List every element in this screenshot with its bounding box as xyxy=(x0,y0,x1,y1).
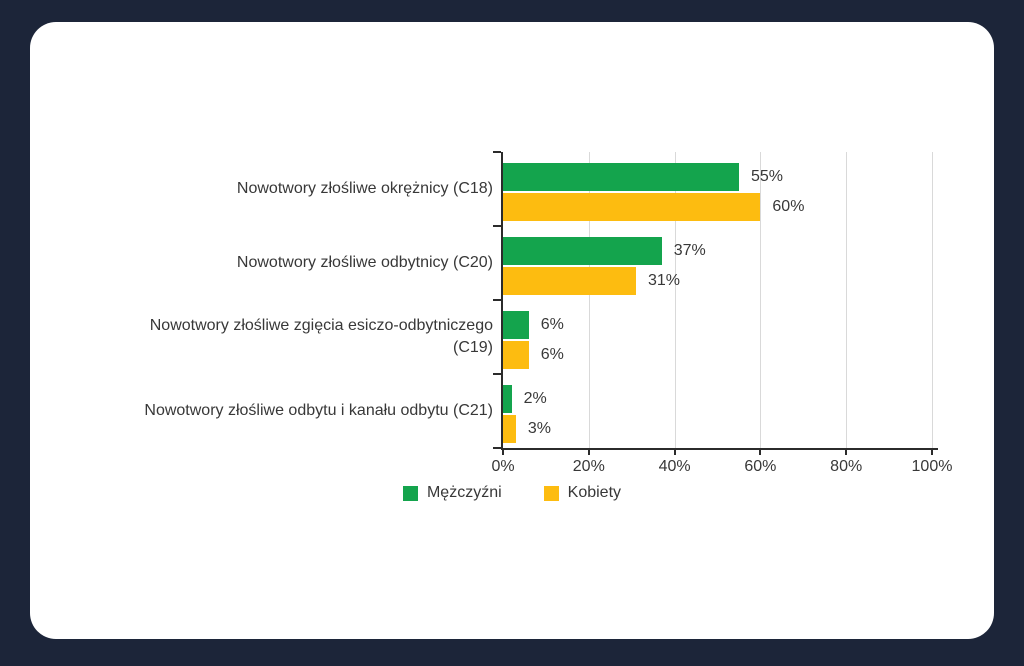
x-axis-tick-label: 20% xyxy=(572,458,605,475)
legend-label: Kobiety xyxy=(567,484,622,501)
bar-men xyxy=(503,237,662,265)
bar-women xyxy=(503,341,529,369)
y-axis-tick xyxy=(493,299,501,301)
bar-women xyxy=(503,267,636,295)
y-axis-line xyxy=(501,152,503,450)
bar-women xyxy=(503,193,761,221)
x-axis-tick-label: 60% xyxy=(744,458,777,475)
bar-men xyxy=(503,163,739,191)
data-label: 6% xyxy=(540,346,564,363)
chart-legend: Mężczyźni Kobiety xyxy=(30,484,994,502)
bar-men xyxy=(503,385,512,413)
x-axis-tick xyxy=(673,448,676,455)
x-axis-tick-label: 40% xyxy=(658,458,691,475)
y-axis-tick xyxy=(493,151,501,153)
data-label: 31% xyxy=(647,272,681,289)
y-axis-tick xyxy=(493,447,501,449)
y-axis-tick xyxy=(493,373,501,375)
data-label: 37% xyxy=(673,242,706,259)
x-axis-tick-label: 100% xyxy=(911,458,953,475)
legend-label: Mężczyźni xyxy=(426,484,502,501)
gridline xyxy=(760,152,762,448)
bar-women xyxy=(503,415,516,443)
x-axis-tick xyxy=(502,448,504,455)
category-label: Nowotwory złośliwe odbytnicy (C20) xyxy=(236,254,493,272)
bar-men xyxy=(503,311,529,339)
legend-swatch-icon xyxy=(402,485,418,501)
y-axis-tick xyxy=(493,225,501,227)
category-label: Nowotwory złośliwe odbytu i kanału odbyt… xyxy=(144,402,493,420)
gridline xyxy=(588,152,590,448)
x-axis-tick-label: 80% xyxy=(830,458,863,475)
x-axis-tick xyxy=(587,448,590,455)
data-label: 60% xyxy=(772,198,805,215)
chart-card: 0% 20% 40% 60% 80% 100% Nowotwory złośliwe okr… xyxy=(30,22,994,639)
data-label: 6% xyxy=(540,316,564,333)
data-label: 2% xyxy=(523,390,547,407)
legend-item-women: Kobiety xyxy=(543,484,622,502)
gridline xyxy=(846,152,848,448)
x-axis-tick xyxy=(845,448,848,455)
legend-item-men: Mężczyźni xyxy=(402,484,502,502)
x-axis-line xyxy=(501,448,938,450)
gridline xyxy=(674,152,676,448)
data-label: 55% xyxy=(750,168,783,185)
gridline xyxy=(932,152,933,448)
category-label: Nowotwory złośliwe zgięcia esiczo-odbytn… xyxy=(149,317,493,356)
x-axis-tick xyxy=(931,448,933,455)
bar-chart: 0% 20% 40% 60% 80% 100% Nowotwory złośliwe okr… xyxy=(30,22,994,639)
data-label: 3% xyxy=(527,420,551,437)
x-axis-tick-label: 0% xyxy=(491,458,515,475)
category-label: Nowotwory złośliwe okrężnicy (C18) xyxy=(236,180,493,198)
legend-swatch-icon xyxy=(543,485,559,501)
x-axis-tick xyxy=(759,448,762,455)
